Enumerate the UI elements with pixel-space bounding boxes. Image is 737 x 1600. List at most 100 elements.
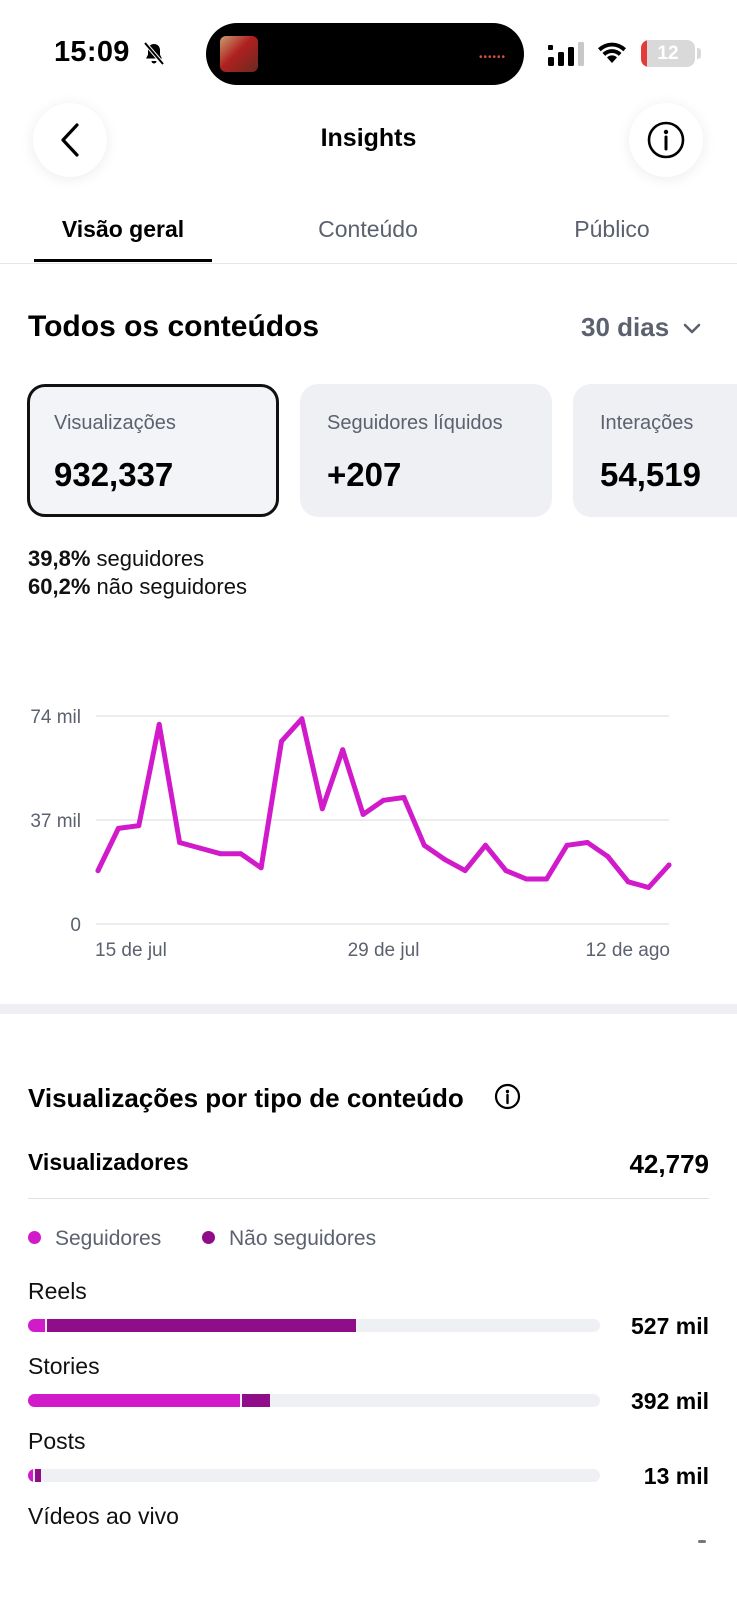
- content-type-label: Reels: [28, 1278, 87, 1304]
- status-time: 15:09: [54, 36, 130, 68]
- data-point: [238, 851, 244, 857]
- non-followers-split-line: 60,2% não seguidores: [28, 574, 247, 600]
- page-title: Insights: [320, 124, 417, 152]
- section-divider: [0, 1004, 737, 1014]
- section-title: Visualizações por tipo de conteúdo: [28, 1083, 464, 1113]
- x-tick-label: 29 de jul: [348, 940, 420, 961]
- data-point: [646, 884, 652, 890]
- scroll-indicator: [698, 1540, 706, 1543]
- data-point: [523, 876, 529, 882]
- content-type-bar: [28, 1469, 600, 1482]
- legend-swatch: [202, 1231, 215, 1244]
- metric-card-interactions[interactable]: Interações 54,519: [573, 384, 737, 517]
- info-button[interactable]: [629, 103, 703, 177]
- split-percent: 39,8%: [28, 546, 91, 571]
- split-label: não seguidores: [96, 574, 247, 599]
- legend-swatch: [28, 1231, 41, 1244]
- data-point: [177, 839, 183, 845]
- period-selector[interactable]: 30 dias: [581, 312, 670, 342]
- data-point: [156, 721, 162, 727]
- dynamic-island[interactable]: ••••••: [206, 23, 524, 85]
- data-point: [584, 839, 590, 845]
- x-tick-label: 12 de ago: [585, 940, 670, 961]
- data-point: [544, 876, 550, 882]
- content-type-label: Vídeos ao vivo: [28, 1503, 179, 1529]
- battery-cap: [697, 48, 701, 59]
- data-point: [625, 879, 631, 885]
- content-type-bar: [28, 1319, 600, 1332]
- active-tab-indicator: [34, 259, 212, 262]
- data-point: [666, 862, 672, 868]
- activity-indicator: ••••••: [478, 52, 506, 63]
- chevron-down-icon[interactable]: [682, 322, 702, 336]
- data-point: [482, 842, 488, 848]
- battery-indicator: 12: [641, 40, 695, 67]
- data-point: [340, 747, 346, 753]
- tab-content[interactable]: Conteúdo: [318, 216, 418, 242]
- non-followers-segment: [241, 1394, 271, 1407]
- viewers-value: 42,779: [629, 1149, 709, 1179]
- metric-card-net-followers[interactable]: Seguidores líquidos +207: [300, 384, 552, 517]
- followers-segment: [28, 1469, 33, 1482]
- wifi-icon: [598, 42, 626, 63]
- info-icon[interactable]: [494, 1083, 521, 1110]
- data-point: [442, 856, 448, 862]
- data-point: [462, 868, 468, 874]
- content-type-label: Posts: [28, 1428, 86, 1454]
- split-percent: 60,2%: [28, 574, 91, 599]
- legend-label: Seguidores: [55, 1227, 162, 1250]
- views-series-line: [95, 716, 672, 890]
- y-tick-label: 74 mil: [30, 707, 81, 728]
- y-tick-label: 37 mil: [30, 811, 81, 832]
- followers-segment: [28, 1394, 240, 1407]
- bell-muted-icon: [143, 41, 165, 66]
- data-point: [279, 738, 285, 744]
- data-point: [258, 865, 264, 871]
- chevron-left-icon: [61, 123, 79, 157]
- tab-audience[interactable]: Público: [574, 216, 650, 242]
- data-point: [136, 823, 142, 829]
- x-tick-label: 15 de jul: [95, 940, 167, 961]
- status-bar: 15:09 •••••• 12: [0, 0, 737, 100]
- content-type-bar: [28, 1394, 600, 1407]
- data-point: [360, 811, 366, 817]
- legend-label: Não seguidores: [229, 1227, 377, 1250]
- data-point: [381, 797, 386, 803]
- metric-label: Interações: [600, 412, 694, 434]
- data-point: [401, 795, 407, 801]
- data-point: [95, 868, 101, 874]
- data-point: [299, 716, 305, 722]
- now-playing-thumbnail: [220, 36, 258, 72]
- data-point: [319, 806, 325, 812]
- followers-split-line: 39,8% seguidores: [28, 546, 204, 572]
- views-line-chart[interactable]: 0 37 mil 74 mil 15 de jul 29 de jul 12 de ago: [0, 690, 737, 970]
- data-point: [503, 868, 509, 874]
- split-label: seguidores: [96, 546, 205, 571]
- data-point: [217, 851, 223, 857]
- non-followers-segment: [35, 1469, 41, 1482]
- metric-value: 54,519: [600, 456, 701, 493]
- tab-overview[interactable]: Visão geral: [61, 216, 185, 242]
- metric-card-views[interactable]: Visualizações 932,337: [27, 384, 279, 517]
- followers-segment: [28, 1319, 46, 1332]
- data-point: [605, 854, 611, 860]
- legend-non-followers: Não seguidores: [202, 1227, 376, 1253]
- content-type-value: 13 mil: [643, 1463, 709, 1489]
- viewers-label: Visualizadores: [28, 1149, 189, 1175]
- cellular-signal-icon: [548, 42, 584, 66]
- content-type-value: 392 mil: [631, 1388, 709, 1414]
- y-tick-label: 0: [70, 915, 81, 936]
- metric-value: +207: [327, 456, 402, 493]
- metric-label: Visualizações: [54, 412, 176, 434]
- back-button[interactable]: [33, 103, 107, 177]
- metric-label: Seguidores líquidos: [327, 412, 503, 434]
- info-icon: [647, 121, 685, 159]
- data-point: [197, 845, 203, 851]
- battery-level-fill: [641, 40, 648, 67]
- data-point: [115, 825, 121, 831]
- metric-value: 932,337: [54, 456, 174, 493]
- content-type-label: Stories: [28, 1353, 100, 1379]
- divider: [28, 1198, 709, 1199]
- non-followers-segment: [47, 1319, 357, 1332]
- section-title: Todos os conteúdos: [28, 310, 320, 343]
